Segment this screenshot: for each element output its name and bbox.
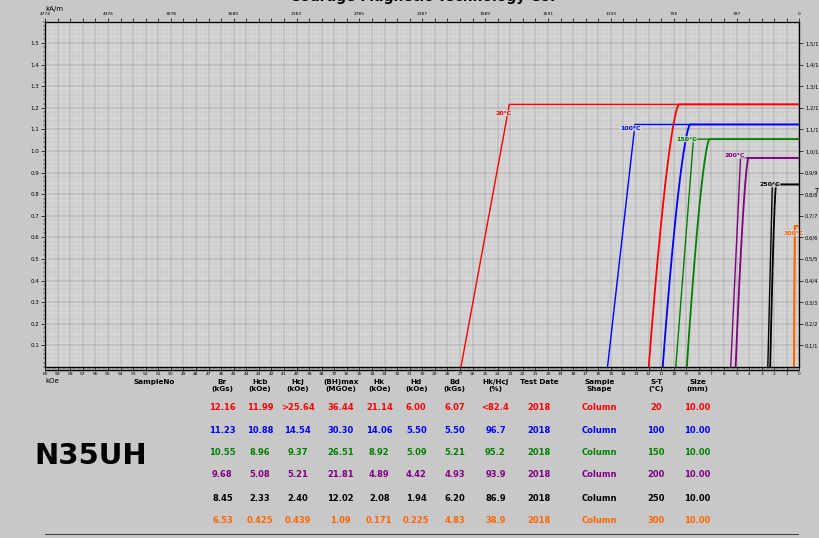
Text: Column: Column xyxy=(581,470,617,479)
Text: 8.96: 8.96 xyxy=(250,448,270,457)
Text: 2018: 2018 xyxy=(527,515,550,525)
Text: 4.83: 4.83 xyxy=(444,515,464,525)
Text: 5.21: 5.21 xyxy=(444,448,464,457)
Text: 300: 300 xyxy=(647,515,664,525)
Text: Hd
(kOe): Hd (kOe) xyxy=(405,379,427,392)
Text: 2018: 2018 xyxy=(527,448,550,457)
Text: 10.88: 10.88 xyxy=(247,427,273,435)
Text: 10.00: 10.00 xyxy=(684,470,710,479)
Text: Hcj
(kOe): Hcj (kOe) xyxy=(286,379,309,392)
Text: 250: 250 xyxy=(647,494,664,502)
Text: 0.439: 0.439 xyxy=(284,515,310,525)
Text: Hcb
(kOe): Hcb (kOe) xyxy=(248,379,271,392)
Text: Test Date: Test Date xyxy=(519,379,558,385)
Text: 21.81: 21.81 xyxy=(327,470,354,479)
Text: 2.40: 2.40 xyxy=(287,494,308,502)
Text: 20: 20 xyxy=(649,403,661,412)
Text: Column: Column xyxy=(581,448,617,457)
Text: 2018: 2018 xyxy=(527,494,550,502)
Text: 300°C: 300°C xyxy=(783,231,803,236)
Text: >25.64: >25.64 xyxy=(281,403,314,412)
Text: 10.00: 10.00 xyxy=(684,448,710,457)
Text: 0.225: 0.225 xyxy=(402,515,429,525)
Text: 6.53: 6.53 xyxy=(212,515,233,525)
Text: 30.30: 30.30 xyxy=(328,427,354,435)
Text: 5.50: 5.50 xyxy=(444,427,464,435)
Text: 2.08: 2.08 xyxy=(369,494,389,502)
Text: 200: 200 xyxy=(647,470,664,479)
Text: 250°C: 250°C xyxy=(758,182,779,187)
Text: <82.4: <82.4 xyxy=(481,403,509,412)
Text: 6.07: 6.07 xyxy=(444,403,464,412)
Text: 20°C: 20°C xyxy=(495,111,512,116)
Text: 100°C: 100°C xyxy=(620,126,640,131)
Text: 150: 150 xyxy=(647,448,664,457)
X-axis label: kOe: kOe xyxy=(45,378,59,384)
Text: 0.425: 0.425 xyxy=(247,515,273,525)
Text: 0.171: 0.171 xyxy=(365,515,392,525)
Text: Hk
(kOe): Hk (kOe) xyxy=(368,379,390,392)
Text: 12.02: 12.02 xyxy=(327,494,354,502)
Text: 100: 100 xyxy=(647,427,664,435)
Text: 4.89: 4.89 xyxy=(369,470,389,479)
Text: 93.9: 93.9 xyxy=(485,470,505,479)
Text: 96.7: 96.7 xyxy=(485,427,505,435)
Text: SampleNo: SampleNo xyxy=(133,379,175,385)
Text: 8.45: 8.45 xyxy=(212,494,233,502)
Text: 10.55: 10.55 xyxy=(209,448,235,457)
Text: 10.00: 10.00 xyxy=(684,403,710,412)
Text: 4.42: 4.42 xyxy=(405,470,426,479)
Text: 2018: 2018 xyxy=(527,403,550,412)
Text: 14.06: 14.06 xyxy=(365,427,392,435)
Text: 10.00: 10.00 xyxy=(684,515,710,525)
Text: S-T
(℃): S-T (℃) xyxy=(648,379,663,392)
Text: 2.33: 2.33 xyxy=(250,494,270,502)
Text: 95.2: 95.2 xyxy=(485,448,505,457)
Text: Hk/Hcj
(%): Hk/Hcj (%) xyxy=(482,379,508,392)
Text: 5.21: 5.21 xyxy=(287,470,308,479)
Text: 1.94: 1.94 xyxy=(405,494,426,502)
Text: 10.00: 10.00 xyxy=(684,427,710,435)
Text: Column: Column xyxy=(581,494,617,502)
Text: 10.00: 10.00 xyxy=(684,494,710,502)
Text: 26.51: 26.51 xyxy=(327,448,354,457)
Text: 11.99: 11.99 xyxy=(247,403,273,412)
Text: N35UH: N35UH xyxy=(34,442,147,470)
Text: 6.20: 6.20 xyxy=(444,494,464,502)
Text: Br
(kGs): Br (kGs) xyxy=(211,379,233,392)
Text: Sample
Shape: Sample Shape xyxy=(584,379,614,392)
Text: (BH)max
(MGOe): (BH)max (MGOe) xyxy=(323,379,358,392)
Text: 1.09: 1.09 xyxy=(330,515,351,525)
Text: 21.14: 21.14 xyxy=(365,403,392,412)
Text: Column: Column xyxy=(581,427,617,435)
Text: 11.23: 11.23 xyxy=(209,427,235,435)
Text: Column: Column xyxy=(581,403,617,412)
Text: 5.09: 5.09 xyxy=(405,448,426,457)
Title: Courage Magnetic Technology Co.: Courage Magnetic Technology Co. xyxy=(289,0,554,4)
Text: 2018: 2018 xyxy=(527,470,550,479)
Text: 150°C: 150°C xyxy=(675,137,696,141)
X-axis label: kA/m: kA/m xyxy=(45,5,63,12)
Text: 5.08: 5.08 xyxy=(250,470,270,479)
Text: Column: Column xyxy=(581,515,617,525)
Text: Size
(mm): Size (mm) xyxy=(686,379,708,392)
Text: 4.93: 4.93 xyxy=(444,470,464,479)
Text: 6.00: 6.00 xyxy=(405,403,426,412)
Text: 9.37: 9.37 xyxy=(287,448,308,457)
Text: 38.9: 38.9 xyxy=(485,515,505,525)
Text: 5.50: 5.50 xyxy=(405,427,426,435)
Text: 36.44: 36.44 xyxy=(327,403,354,412)
Text: 2018: 2018 xyxy=(527,427,550,435)
Text: Bd
(kGs): Bd (kGs) xyxy=(443,379,465,392)
Text: 14.54: 14.54 xyxy=(284,427,311,435)
Text: 9.68: 9.68 xyxy=(212,470,233,479)
Text: 86.9: 86.9 xyxy=(485,494,505,502)
Text: 8.92: 8.92 xyxy=(369,448,389,457)
Text: 12.16: 12.16 xyxy=(209,403,236,412)
Y-axis label: T /kGs: T /kGs xyxy=(812,188,819,194)
Text: 200°C: 200°C xyxy=(724,153,744,158)
